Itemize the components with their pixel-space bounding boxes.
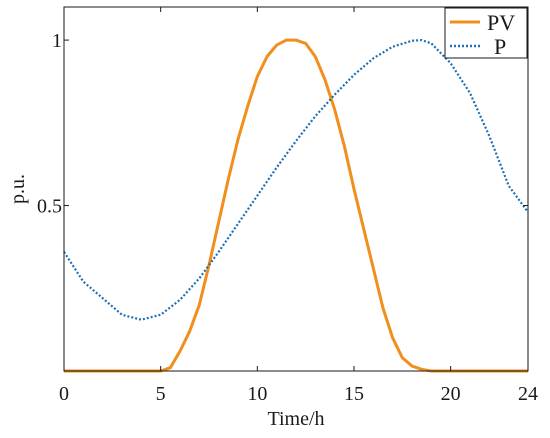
series-line-p	[63, 38, 529, 321]
x-axis-title: Time/h	[267, 408, 324, 430]
y-tick-label: 0.5	[37, 196, 62, 218]
x-tick-label: 10	[247, 383, 267, 405]
x-tick-label: 0	[59, 383, 69, 405]
x-tick-label: 24	[518, 383, 538, 405]
plot-area-frame	[63, 6, 529, 372]
legend-box	[444, 7, 528, 59]
series-line-pv	[64, 38, 528, 373]
series-layer	[63, 38, 529, 373]
x-tick-label: 15	[344, 383, 364, 405]
legend-label-pv: PV	[487, 10, 515, 35]
ticks-layer: 0 5 10 15 20 24 0.5 1	[37, 7, 538, 405]
legend: PV P	[444, 7, 528, 59]
x-tick-label: 20	[441, 383, 461, 405]
y-tick-label: 1	[52, 30, 62, 52]
legend-label-p: P	[494, 34, 506, 59]
y-axis-title: p.u.	[7, 174, 29, 204]
x-tick-label: 5	[156, 383, 166, 405]
